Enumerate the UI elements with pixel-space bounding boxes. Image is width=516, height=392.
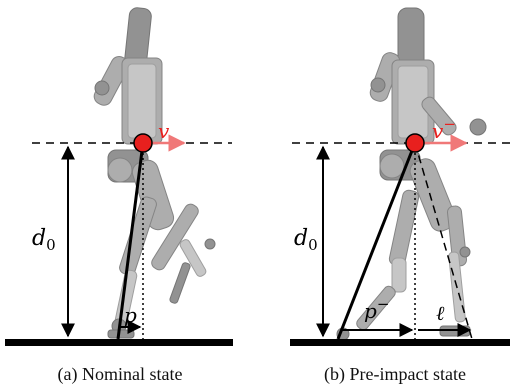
step-label-a: p [124, 303, 137, 327]
leg-line-a [116, 142, 145, 340]
step-label-b: p− [364, 295, 389, 323]
panel-pre-impact: v− d0 p− ℓ (b) Pre-impact state [290, 7, 510, 385]
com-marker-b [405, 133, 425, 153]
robot-figure-a [93, 7, 216, 339]
height-label-a: d0 [32, 226, 56, 254]
robot-figure-b [336, 7, 487, 341]
caption-b: (b) Pre-impact state [324, 364, 466, 385]
velocity-label-a: v [158, 119, 170, 143]
height-label-b: d0 [294, 226, 318, 254]
ground-a [5, 339, 233, 346]
caption-a: (a) Nominal state [58, 364, 183, 385]
panel-nominal: v d0 p (a) Nominal state [5, 7, 233, 385]
ground-b [290, 339, 510, 346]
com-marker-a [133, 133, 153, 153]
leg-length-label-b: ℓ [436, 301, 445, 325]
velocity-label-b: v− [432, 115, 456, 143]
stance-leg-line-b [336, 142, 417, 340]
swing-leg-line-b [414, 142, 473, 340]
